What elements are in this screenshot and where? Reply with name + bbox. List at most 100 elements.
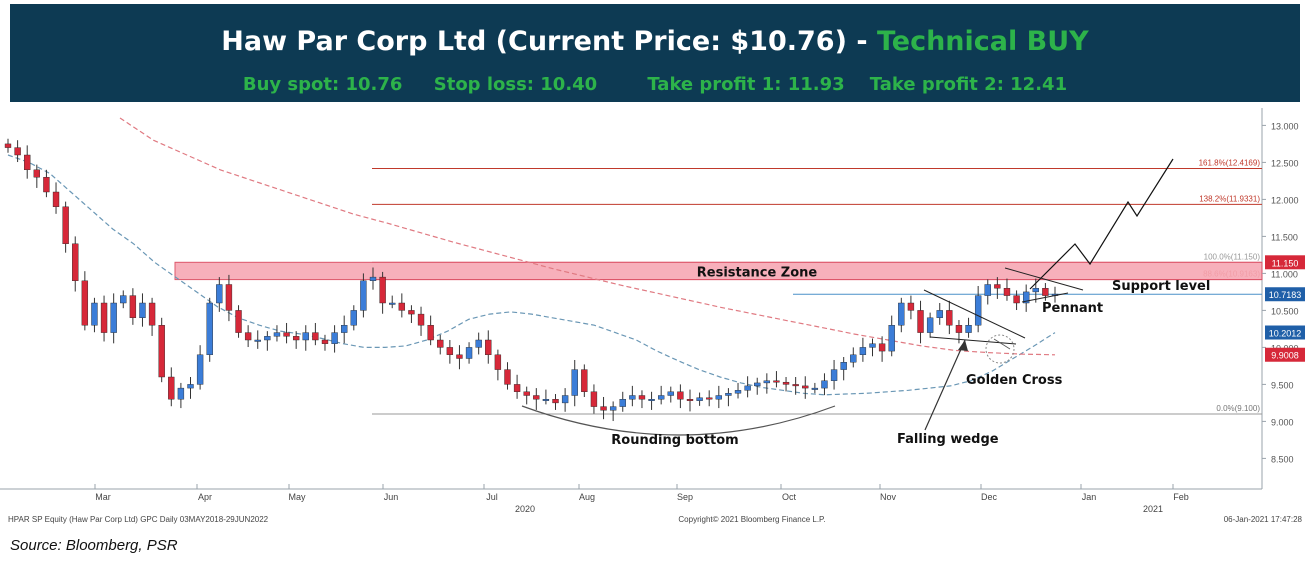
falling-wedge-label: Falling wedge <box>897 432 999 447</box>
fib-label: 100.0%(11.150) <box>1204 252 1261 261</box>
candle-body <box>456 354 463 359</box>
candle-body <box>168 376 175 400</box>
footer-center: Copyright© 2021 Bloomberg Finance L.P. <box>678 515 825 524</box>
page-title: Haw Par Corp Ltd (Current Price: $10.76)… <box>10 26 1300 57</box>
candle-body <box>811 387 819 390</box>
x-tick-label: May <box>288 492 306 502</box>
candle-body <box>600 406 607 411</box>
candle-body <box>638 395 646 400</box>
candle-body <box>1042 287 1049 296</box>
candle-body <box>677 391 684 400</box>
price-tag <box>1265 287 1305 302</box>
candle-body <box>965 324 972 333</box>
title-main: Haw Par Corp Ltd (Current Price: $10.76)… <box>221 26 877 57</box>
moving-average-long-line <box>119 117 1056 356</box>
support-level-label: Support level <box>1112 279 1210 294</box>
candle-body <box>62 206 69 245</box>
candle-body <box>244 332 252 341</box>
candle-body <box>24 154 31 171</box>
price-tag <box>1265 347 1305 362</box>
candle-body <box>475 339 482 348</box>
candle-body <box>878 343 886 352</box>
take-profit-1: Take profit 1: 11.93 <box>647 74 845 95</box>
candle-body <box>974 295 982 326</box>
candle-body <box>782 381 790 385</box>
footer-right: 06-Jan-2021 17:47:28 <box>1224 515 1303 524</box>
candle-body <box>657 395 665 400</box>
fib-label: 0.0%(9.100) <box>1216 404 1260 413</box>
candle-body <box>706 397 713 400</box>
candle-body <box>408 310 415 315</box>
y-tick-label: 9.500 <box>1271 380 1294 390</box>
wedge-line <box>929 336 1017 345</box>
candle-body <box>725 393 732 396</box>
candle-body <box>686 399 694 401</box>
candle-body <box>994 284 1001 289</box>
candle-body <box>1003 287 1011 296</box>
candle-body <box>292 336 300 341</box>
candle-body <box>754 382 761 387</box>
candle-body <box>1032 287 1039 293</box>
candle-body <box>341 324 348 333</box>
moving-averages <box>7 117 1056 396</box>
candle-body <box>187 384 194 389</box>
candle-body <box>465 347 473 359</box>
candle-body <box>14 147 21 156</box>
pennant-line <box>1021 292 1069 303</box>
price-tag-label: 10.7183 <box>1269 290 1302 300</box>
candle-body <box>216 284 223 304</box>
candle-body <box>926 317 934 333</box>
candle-body <box>350 310 357 326</box>
fib-label: 161.8%(12.4169) <box>1199 159 1261 168</box>
resistance-zone: Resistance Zone Support level <box>174 261 1263 295</box>
candle-body <box>52 191 60 208</box>
pennant-line <box>1004 267 1084 291</box>
candle-body <box>715 395 722 400</box>
trade-levels: Buy spot: 10.76 Stop loss: 10.40 Take pr… <box>10 74 1300 95</box>
candle-body <box>206 302 213 355</box>
candle-body <box>139 302 146 319</box>
candle-body <box>840 362 847 370</box>
candle-body <box>72 243 79 282</box>
candle-body <box>542 399 550 401</box>
price-tag-label: 9.9008 <box>1271 351 1299 361</box>
candle-body <box>830 369 838 381</box>
candle-body <box>494 354 502 370</box>
resistance-zone-label: Resistance Zone <box>697 266 818 281</box>
candle-body <box>619 399 626 407</box>
x-tick-label: Jun <box>384 492 399 502</box>
falling-wedge-arrow <box>924 339 966 431</box>
y-tick-label: 12.000 <box>1271 195 1299 205</box>
candle-body <box>398 302 406 311</box>
candle-body <box>667 391 674 396</box>
falling-wedge-arrowhead <box>958 340 968 351</box>
projection-path <box>1029 158 1174 290</box>
candle-body <box>648 399 655 401</box>
candle-body <box>802 385 809 389</box>
year-label: 2020 <box>515 504 535 514</box>
candle-body <box>590 391 598 407</box>
candle-body <box>898 302 905 326</box>
candle-body <box>609 406 617 411</box>
candle-body <box>955 324 963 333</box>
candle-body <box>177 387 185 400</box>
candle-body <box>523 391 530 396</box>
candle-body <box>561 395 569 404</box>
axes: 8.5009.0009.50010.00010.50011.00011.5001… <box>8 121 1305 524</box>
candle-body <box>744 385 751 391</box>
candle-body <box>196 354 204 385</box>
candle-body <box>312 332 319 341</box>
candle-body <box>417 313 425 326</box>
y-tick-label: 9.000 <box>1271 417 1294 427</box>
candle-body <box>984 284 991 296</box>
candle-body <box>148 302 156 326</box>
x-tick-label: Aug <box>579 492 595 502</box>
candle-body <box>120 295 127 304</box>
y-tick-label: 13.000 <box>1271 121 1299 131</box>
candle-body <box>792 384 799 387</box>
candle-body <box>235 310 242 333</box>
x-tick-label: Dec <box>981 492 998 502</box>
chart-frame <box>0 108 1263 490</box>
candle-body <box>33 169 40 178</box>
source-note: Source: Bloomberg, PSR <box>10 537 178 554</box>
